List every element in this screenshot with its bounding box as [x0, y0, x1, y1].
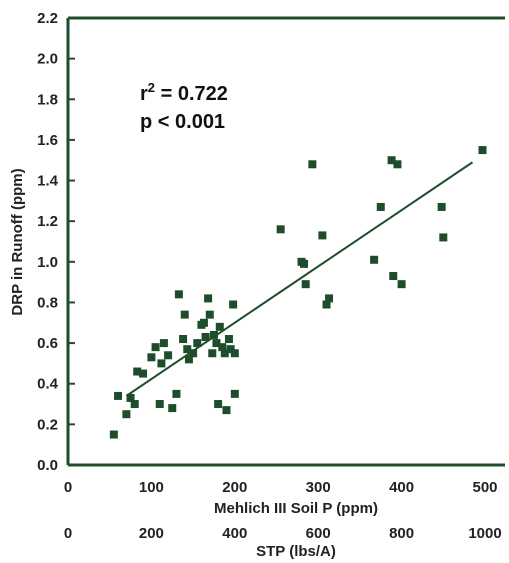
data-point — [157, 359, 166, 368]
data-point — [199, 318, 208, 327]
data-point — [230, 349, 239, 358]
y-ticks — [68, 17, 75, 466]
r-squared-annotation: r2 = 0.722 — [140, 80, 228, 105]
data-point — [133, 367, 142, 376]
data-point — [168, 404, 177, 413]
x2-tick-label: 400 — [222, 525, 247, 542]
data-point — [189, 349, 198, 358]
data-point — [393, 160, 402, 169]
x-tick-label: 100 — [139, 479, 164, 496]
data-point — [151, 343, 160, 352]
data-point — [389, 272, 398, 281]
data-point — [126, 393, 135, 402]
data-point — [122, 410, 131, 419]
x-tick-labels: 0 100 200 300 400 500 — [64, 479, 498, 496]
data-point — [130, 400, 139, 409]
data-point — [308, 160, 317, 169]
x-axis-label: Mehlich III Soil P (ppm) — [214, 500, 378, 517]
y-tick-label: 1.0 — [37, 254, 58, 271]
x-tick-label: 500 — [472, 479, 497, 496]
y-axis-label: DRP in Runoff (ppm) — [9, 168, 26, 315]
data-point — [370, 255, 379, 264]
data-point — [208, 349, 217, 358]
y-tick-label: 1.8 — [37, 91, 58, 108]
data-point — [174, 290, 183, 299]
data-point — [301, 280, 310, 289]
plot-area — [66, 16, 505, 467]
data-point — [439, 233, 448, 242]
x2-tick-label: 200 — [139, 525, 164, 542]
x-tick-label: 300 — [306, 479, 331, 496]
x-tick-label: 200 — [222, 479, 247, 496]
data-point — [224, 335, 233, 344]
data-point — [437, 202, 446, 211]
x2-tick-label: 0 — [64, 525, 72, 542]
data-point — [276, 225, 285, 234]
data-point — [300, 259, 309, 268]
data-point — [226, 345, 235, 354]
data-points — [109, 146, 487, 439]
r-squared-value: = 0.722 — [155, 83, 228, 105]
data-point — [179, 335, 188, 344]
trendline — [125, 161, 474, 397]
data-point — [114, 391, 123, 400]
data-point — [201, 332, 210, 341]
y-tick-label: 0.2 — [37, 416, 58, 433]
data-point — [139, 369, 148, 378]
data-point — [322, 300, 331, 309]
x-tick-label: 400 — [389, 479, 414, 496]
data-point — [218, 343, 227, 352]
data-point — [220, 349, 229, 358]
data-point — [164, 351, 173, 360]
data-point — [222, 406, 231, 415]
data-point — [155, 400, 164, 409]
x2-tick-labels: 0 200 400 600 800 1000 — [64, 525, 502, 542]
y-tick-label: 0.6 — [37, 335, 58, 352]
data-point — [318, 231, 327, 240]
x2-tick-label: 1000 — [468, 525, 501, 542]
data-point — [229, 300, 238, 309]
data-point — [205, 310, 214, 319]
data-point — [209, 330, 218, 339]
r-squared-prefix: r — [140, 83, 148, 105]
data-point — [147, 353, 156, 362]
data-point — [183, 345, 192, 354]
y-tick-label: 1.2 — [37, 213, 58, 230]
y-tick-label: 2.2 — [37, 10, 58, 27]
y-tick-label: 2.0 — [37, 51, 58, 68]
r-squared-superscript: 2 — [148, 80, 155, 95]
data-point — [180, 310, 189, 319]
y-tick-label: 0.4 — [37, 376, 59, 393]
y-tick-labels: 0.0 0.2 0.4 0.6 0.8 1.0 1.2 1.4 1.6 1.8 2.0 2.2 — [37, 10, 59, 474]
data-point — [376, 202, 385, 211]
data-point — [325, 294, 334, 303]
x2-axis-label: STP (lbs/A) — [256, 543, 336, 560]
y-tick-label: 1.6 — [37, 132, 58, 149]
x2-tick-label: 800 — [389, 525, 414, 542]
data-point — [193, 339, 202, 348]
data-point — [172, 389, 181, 398]
data-point — [204, 294, 213, 303]
y-tick-label: 0.8 — [37, 294, 58, 311]
data-point — [184, 355, 193, 364]
x-tick-label: 0 — [64, 479, 72, 496]
data-point — [215, 322, 224, 331]
data-point — [109, 430, 118, 439]
trendline-group — [125, 161, 474, 397]
data-point — [387, 156, 396, 165]
y-tick-label: 0.0 — [37, 457, 58, 474]
data-point — [214, 400, 223, 409]
data-point — [397, 280, 406, 289]
y-tick-label: 1.4 — [37, 173, 59, 190]
x2-tick-label: 600 — [306, 525, 331, 542]
p-value-annotation: p < 0.001 — [140, 111, 225, 133]
data-point — [478, 146, 487, 155]
data-point — [212, 339, 221, 348]
data-point — [159, 339, 168, 348]
data-point — [230, 389, 239, 398]
